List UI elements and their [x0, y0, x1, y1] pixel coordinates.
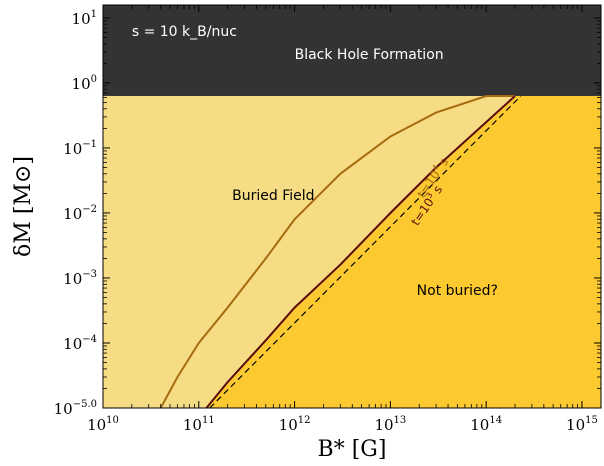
x-tick-label: 1012	[279, 415, 311, 434]
y-tick-label: 10−5.0	[54, 399, 97, 418]
region-label: Buried Field	[232, 188, 314, 204]
region-black-hole-formation	[103, 5, 601, 96]
x-tick-label: 1011	[183, 415, 215, 434]
x-tick-label: 1013	[374, 415, 406, 434]
y-tick-label: 101	[72, 9, 97, 28]
x-tick-label: 1014	[470, 415, 502, 434]
y-axis-label: δM [M⊙]	[11, 156, 36, 257]
x-tick-label: 1010	[87, 415, 119, 434]
y-tick-label: 10−2	[63, 204, 97, 223]
region-label: Not buried?	[417, 283, 498, 299]
y-tick-label: 100	[72, 74, 97, 93]
series-line-1	[159, 95, 515, 409]
series-line-2	[205, 95, 516, 409]
x-tick-label: 1015	[566, 415, 598, 434]
annotation-label: s = 10 k_B/nuc	[132, 24, 237, 40]
series-line-3	[209, 95, 522, 409]
y-tick-label: 10−4	[63, 334, 97, 353]
region-not-buried	[206, 95, 601, 408]
x-axis-label: B* [G]	[318, 437, 387, 462]
region-label: Black Hole Formation	[295, 47, 444, 63]
y-tick-label: 10−3	[63, 269, 97, 288]
y-tick-label: 10−1	[63, 139, 97, 158]
